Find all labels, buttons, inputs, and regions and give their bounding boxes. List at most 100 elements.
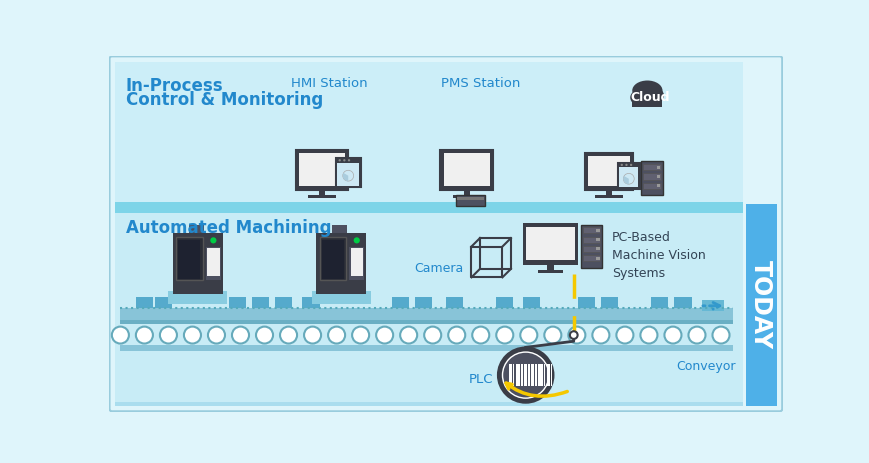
Text: Control & Monitoring: Control & Monitoring bbox=[126, 91, 322, 109]
Bar bbox=[115, 212, 742, 406]
Circle shape bbox=[210, 237, 216, 244]
Ellipse shape bbox=[629, 89, 652, 106]
Circle shape bbox=[328, 326, 345, 344]
Bar bbox=[521, 364, 522, 386]
Text: PC-Based
Machine Vision
Systems: PC-Based Machine Vision Systems bbox=[611, 231, 705, 280]
Bar bbox=[457, 197, 483, 200]
Bar bbox=[120, 308, 732, 324]
Bar bbox=[495, 297, 513, 308]
Bar bbox=[120, 345, 732, 351]
Bar bbox=[443, 153, 489, 187]
Text: HMI Station: HMI Station bbox=[291, 77, 368, 90]
Bar bbox=[335, 158, 361, 187]
Bar bbox=[391, 297, 408, 308]
Circle shape bbox=[112, 326, 129, 344]
Bar bbox=[643, 173, 660, 180]
Bar bbox=[523, 364, 527, 386]
Text: Cloud: Cloud bbox=[629, 91, 668, 105]
Circle shape bbox=[712, 326, 729, 344]
Wedge shape bbox=[342, 173, 348, 181]
Circle shape bbox=[160, 326, 176, 344]
Bar bbox=[617, 163, 639, 189]
Bar bbox=[308, 195, 335, 198]
Bar bbox=[136, 297, 153, 308]
Bar bbox=[207, 248, 219, 276]
Circle shape bbox=[136, 326, 153, 344]
Bar bbox=[582, 237, 600, 243]
Bar bbox=[523, 224, 577, 265]
Bar bbox=[120, 319, 732, 324]
Circle shape bbox=[448, 326, 465, 344]
Bar bbox=[115, 202, 742, 213]
Bar bbox=[643, 182, 660, 189]
Bar bbox=[538, 270, 562, 274]
Circle shape bbox=[569, 331, 577, 339]
Bar bbox=[189, 225, 204, 233]
Circle shape bbox=[348, 159, 349, 162]
Bar bbox=[446, 297, 462, 308]
Circle shape bbox=[615, 326, 633, 344]
Circle shape bbox=[495, 326, 513, 344]
Circle shape bbox=[424, 326, 441, 344]
Circle shape bbox=[622, 173, 634, 184]
Bar bbox=[298, 153, 345, 187]
Bar bbox=[595, 238, 600, 241]
Bar bbox=[415, 297, 431, 308]
Bar bbox=[318, 189, 325, 195]
Bar bbox=[619, 167, 637, 187]
Bar bbox=[587, 156, 629, 187]
Bar bbox=[311, 291, 370, 304]
Circle shape bbox=[472, 326, 488, 344]
Bar bbox=[546, 364, 549, 386]
Bar bbox=[538, 364, 542, 386]
Bar bbox=[701, 300, 723, 311]
Bar bbox=[595, 257, 600, 260]
Bar bbox=[605, 189, 611, 195]
Bar bbox=[547, 265, 553, 270]
Bar bbox=[643, 164, 660, 170]
Wedge shape bbox=[622, 176, 628, 184]
Bar bbox=[600, 297, 617, 308]
Bar bbox=[332, 225, 347, 233]
Circle shape bbox=[502, 353, 547, 397]
Bar bbox=[115, 402, 742, 406]
Bar bbox=[632, 99, 661, 106]
Circle shape bbox=[280, 326, 296, 344]
Bar bbox=[651, 297, 667, 308]
Text: Conveyor: Conveyor bbox=[675, 360, 734, 373]
Circle shape bbox=[183, 326, 201, 344]
Circle shape bbox=[342, 170, 353, 181]
Bar bbox=[515, 364, 520, 386]
Bar bbox=[463, 189, 469, 195]
Bar bbox=[322, 240, 343, 279]
Circle shape bbox=[353, 237, 360, 244]
Bar bbox=[115, 62, 742, 204]
Bar bbox=[115, 204, 742, 212]
Bar bbox=[745, 204, 776, 406]
Bar bbox=[302, 297, 319, 308]
Bar bbox=[155, 297, 172, 308]
Text: Camera: Camera bbox=[414, 262, 463, 275]
Bar bbox=[455, 195, 485, 206]
Bar bbox=[550, 364, 552, 386]
Circle shape bbox=[520, 326, 537, 344]
Bar bbox=[319, 237, 346, 281]
Bar bbox=[595, 247, 600, 250]
Bar bbox=[275, 297, 292, 308]
Circle shape bbox=[232, 326, 249, 344]
Bar bbox=[577, 297, 594, 308]
Bar bbox=[178, 240, 200, 279]
Bar bbox=[656, 184, 659, 187]
Bar bbox=[580, 225, 601, 268]
Circle shape bbox=[338, 159, 341, 162]
Circle shape bbox=[625, 164, 627, 166]
Text: In-Process: In-Process bbox=[126, 77, 223, 95]
Bar bbox=[440, 150, 493, 189]
Circle shape bbox=[640, 326, 657, 344]
Bar bbox=[534, 364, 536, 386]
Bar bbox=[169, 291, 227, 304]
Circle shape bbox=[352, 326, 368, 344]
Bar bbox=[582, 246, 600, 252]
Bar bbox=[530, 364, 534, 386]
Circle shape bbox=[592, 326, 608, 344]
